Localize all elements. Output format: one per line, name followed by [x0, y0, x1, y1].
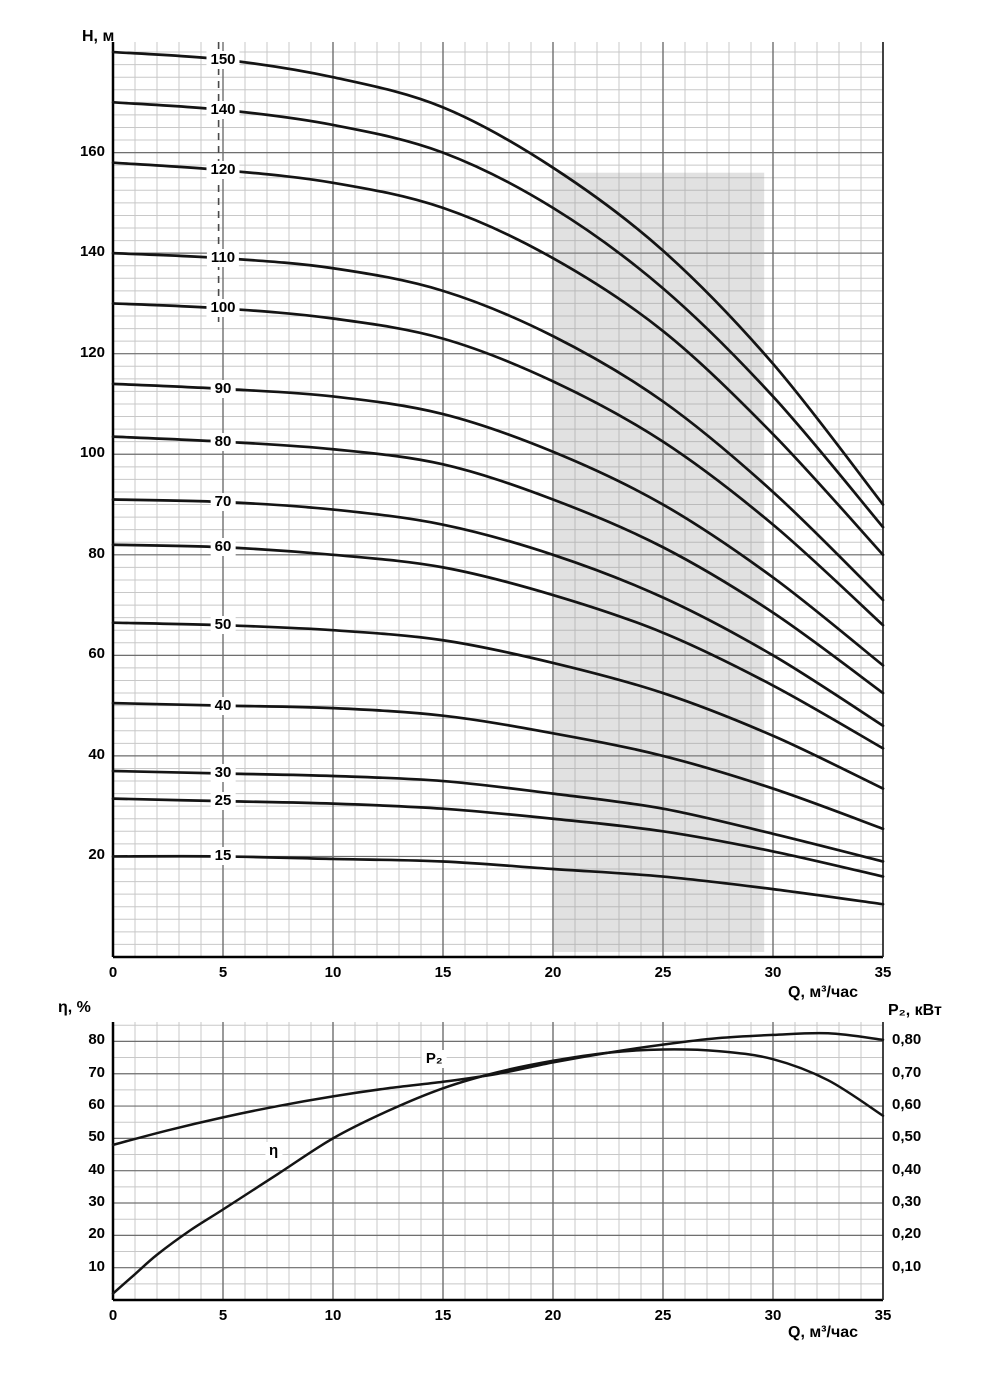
curve-90	[111, 382, 885, 667]
curve-η	[111, 1048, 885, 1295]
curve-80	[111, 435, 885, 695]
curve-120	[111, 161, 885, 557]
curve-70	[111, 498, 885, 728]
curve-30	[111, 769, 885, 863]
curve-110	[111, 251, 885, 602]
curve-100	[111, 302, 885, 627]
recommended-operating-region	[553, 172, 765, 952]
curve-P₂	[111, 1031, 885, 1147]
curve-15	[111, 854, 885, 906]
curve-60	[111, 543, 885, 750]
curve-40	[111, 701, 885, 831]
curve-50	[111, 621, 885, 790]
curve-150	[111, 50, 885, 506]
curve-140	[111, 100, 885, 529]
